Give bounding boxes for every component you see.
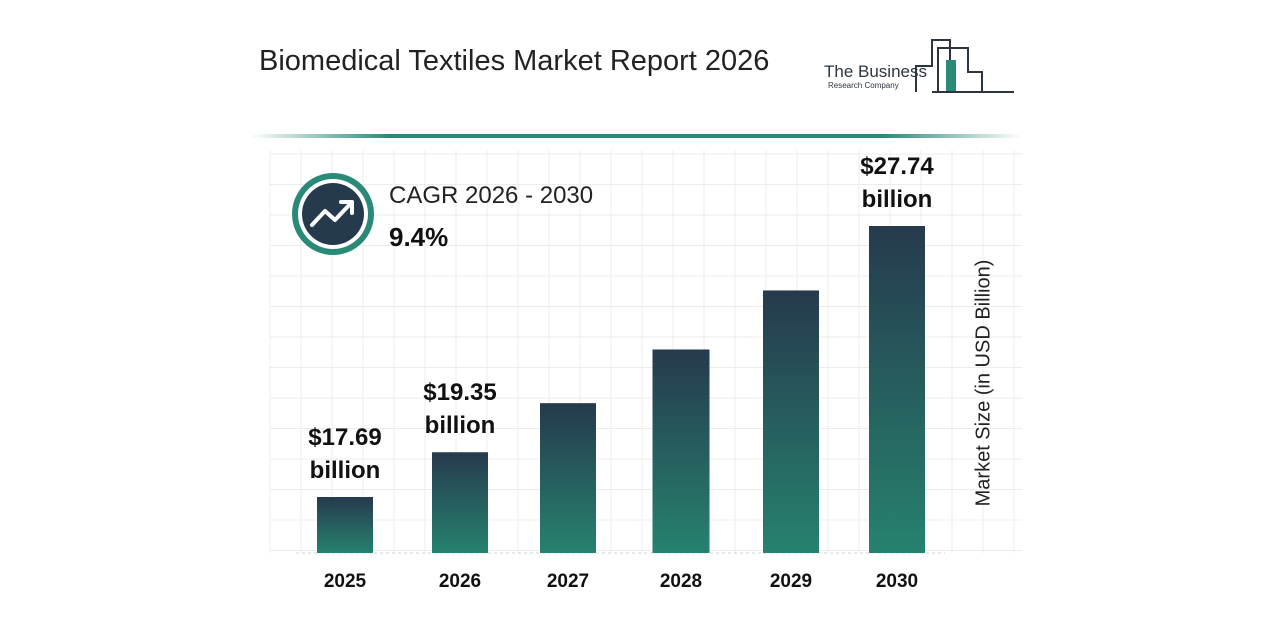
x-tick-label-2029: 2029 <box>770 571 812 592</box>
cagr-label: CAGR 2026 - 2030 <box>389 182 594 209</box>
trend-up-icon <box>292 173 374 255</box>
cagr-value: 9.4% <box>389 222 449 252</box>
title-divider <box>250 134 1022 138</box>
bar-2027 <box>540 403 596 553</box>
x-tick-label-2028: 2028 <box>660 571 702 592</box>
bar-2026 <box>432 452 488 553</box>
cagr-badge <box>290 171 376 257</box>
bar-2030 <box>869 226 925 553</box>
y-axis-label: Market Size (in USD Billion) <box>972 259 995 507</box>
data-label-unit-2030: billion <box>862 186 933 213</box>
x-tick-label-2026: 2026 <box>439 571 481 592</box>
data-label-value-2025: $17.69 <box>308 424 381 451</box>
logo-subtitle: Research Company <box>828 81 899 90</box>
logo-name: The Business <box>824 62 927 81</box>
x-tick-label-2030: 2030 <box>876 571 918 592</box>
bar-2025 <box>317 497 373 553</box>
x-tick-label-2027: 2027 <box>547 571 589 592</box>
bar-2028 <box>652 349 710 553</box>
company-logo: The Business Research Company <box>820 36 1020 100</box>
data-label-unit-2026: billion <box>425 412 496 439</box>
logo-bars-icon <box>915 39 1014 93</box>
x-tick-label-2025: 2025 <box>324 571 367 592</box>
data-label-unit-2025: billion <box>310 457 381 484</box>
data-label-value-2026: $19.35 <box>423 379 496 406</box>
bar-2029 <box>763 290 819 553</box>
data-label-value-2030: $27.74 <box>860 153 934 180</box>
page-title: Biomedical Textiles Market Report 2026 <box>259 45 770 77</box>
